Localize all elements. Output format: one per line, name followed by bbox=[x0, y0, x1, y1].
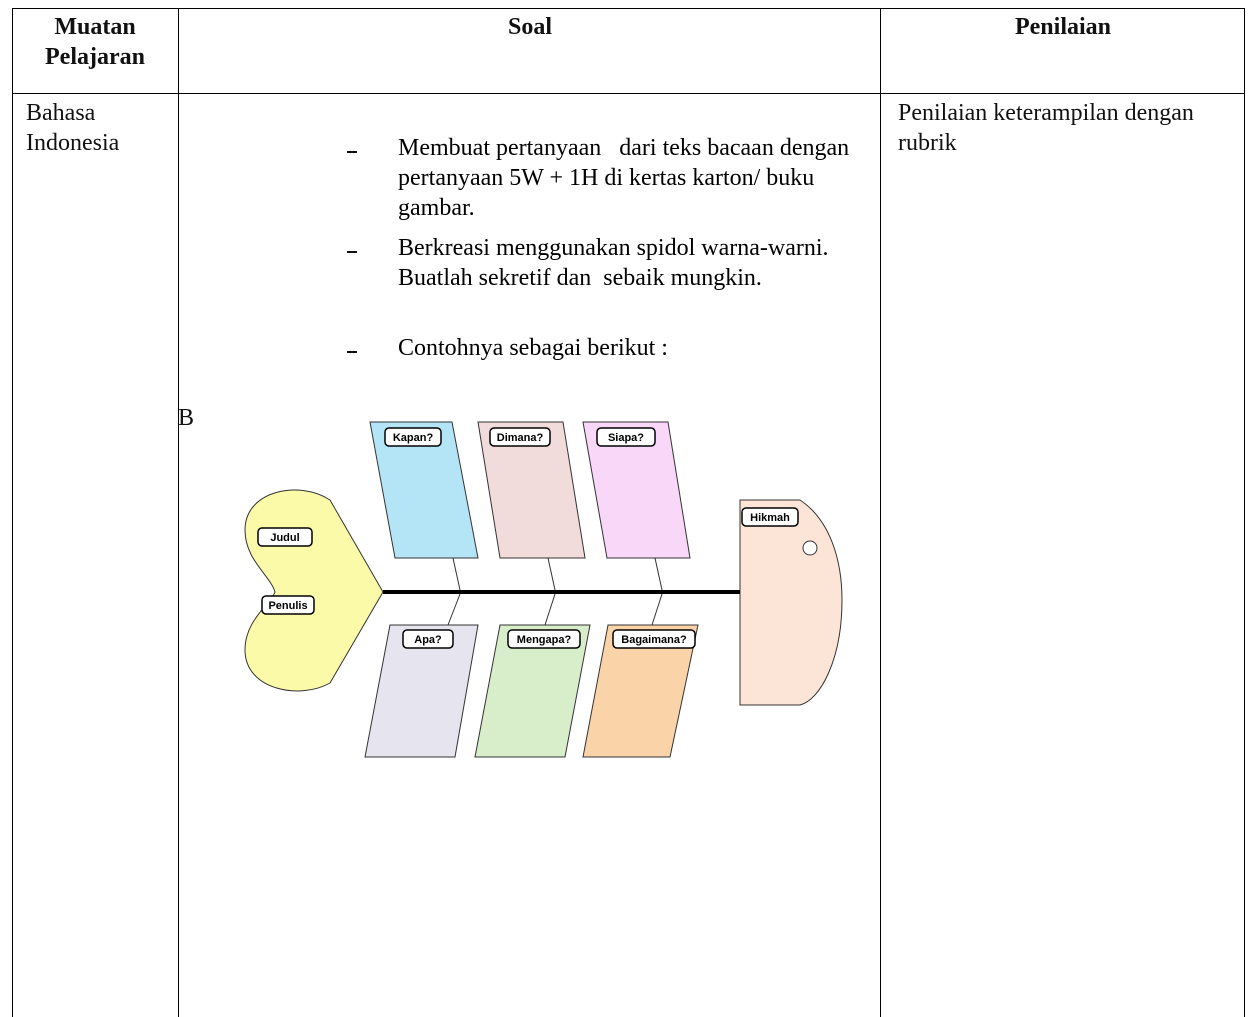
label-box bbox=[261, 595, 315, 615]
border bbox=[880, 8, 881, 1017]
border bbox=[1244, 8, 1245, 1017]
bone-box bbox=[582, 421, 691, 559]
diagram-label: Hikmah bbox=[750, 512, 790, 524]
list-item: Membuat pertanyaan dari teks bacaan deng… bbox=[398, 135, 856, 221]
bullet bbox=[347, 251, 357, 253]
subject: Bahasa Indonesia bbox=[26, 100, 120, 156]
header: Muatan Pelajaran bbox=[45, 14, 145, 70]
header: Penilaian bbox=[1014, 14, 1111, 40]
diagram-label: Judul bbox=[270, 532, 299, 544]
label-box bbox=[384, 427, 442, 447]
list-item: Contohnya sebagai berikut : bbox=[398, 335, 668, 361]
label-box bbox=[489, 427, 551, 447]
label-box bbox=[741, 507, 799, 527]
label-box bbox=[507, 629, 581, 649]
diagram-label: Penulis bbox=[268, 600, 307, 612]
border bbox=[178, 8, 179, 1017]
tail bbox=[739, 499, 843, 706]
diagram-label: Mengapa? bbox=[517, 634, 572, 646]
diagram-label: Bagaimana? bbox=[621, 634, 687, 646]
border bbox=[12, 8, 13, 1017]
diagram-label: Kapan? bbox=[393, 432, 434, 444]
bullet bbox=[347, 351, 357, 353]
header: Soal bbox=[507, 14, 552, 40]
bone-box bbox=[582, 624, 699, 758]
head bbox=[244, 489, 384, 692]
diagram-label: Dimana? bbox=[497, 432, 544, 444]
assessment: Penilaian keterampilan dengan rubrik bbox=[898, 100, 1194, 156]
bullet bbox=[347, 151, 357, 153]
border bbox=[12, 8, 1245, 9]
label-box bbox=[612, 629, 696, 649]
list-item: Berkreasi menggunakan spidol warna-warni… bbox=[398, 235, 835, 291]
diagram-label: Siapa? bbox=[608, 432, 644, 444]
eye bbox=[802, 540, 818, 556]
label-box bbox=[257, 527, 313, 547]
bone-box bbox=[474, 624, 591, 758]
connector bbox=[447, 557, 663, 626]
label-box bbox=[596, 427, 656, 447]
bone-box bbox=[369, 421, 479, 559]
marker: B bbox=[178, 405, 195, 431]
diagram-label: Apa? bbox=[414, 634, 442, 646]
border bbox=[12, 93, 1245, 94]
bone-box bbox=[364, 624, 479, 758]
label-box bbox=[402, 629, 454, 649]
bone-box bbox=[477, 421, 586, 559]
